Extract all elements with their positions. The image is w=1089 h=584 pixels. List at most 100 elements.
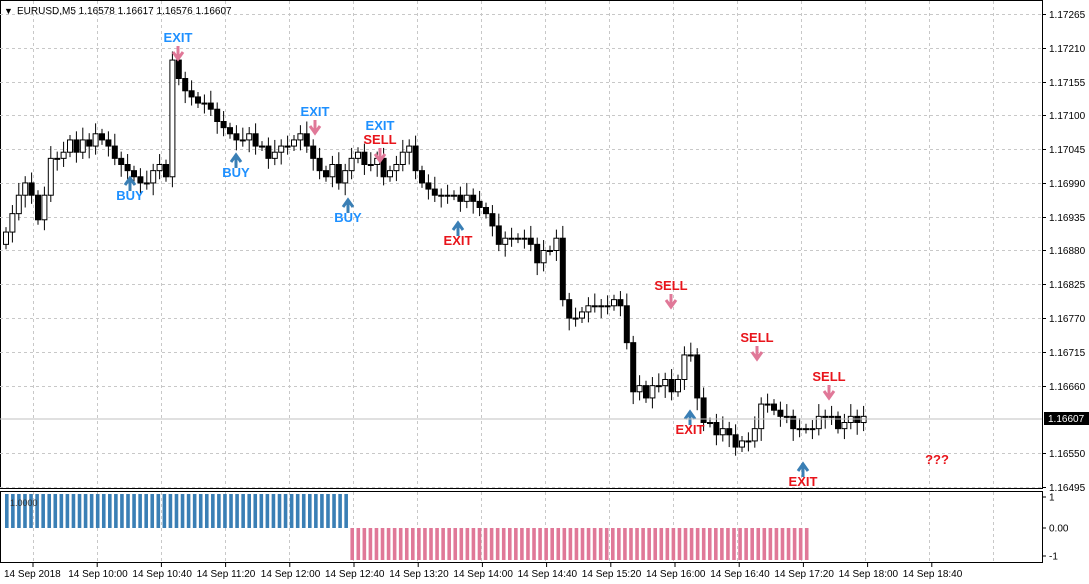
- price-tick-label: 1.16990: [1049, 179, 1086, 190]
- indicator-bar: [253, 494, 258, 528]
- indicator-bar: [471, 528, 476, 560]
- indicator-bar: [71, 494, 76, 528]
- indicator-bar: [11, 494, 15, 528]
- candle-bull: [239, 139, 246, 142]
- candle-bear: [489, 213, 496, 227]
- price-tick-label: 1.16935: [1049, 213, 1086, 224]
- candle-bull: [764, 403, 771, 406]
- indicator-bar: [617, 528, 621, 560]
- indicator-bar: [229, 494, 233, 528]
- candle-bear: [700, 397, 707, 423]
- indicator-bar: [332, 494, 336, 528]
- candle-bull: [796, 428, 803, 431]
- indicator-bar: [744, 528, 748, 560]
- signal-sell: SELL: [363, 132, 397, 164]
- indicator-bar: [180, 494, 185, 528]
- indicator-bar: [714, 528, 718, 560]
- candle-bull: [585, 305, 592, 313]
- candle-bull: [803, 428, 809, 431]
- price-tick-label: 1.17265: [1049, 10, 1086, 21]
- candle-bear: [28, 182, 35, 196]
- indicator-bar: [665, 528, 670, 560]
- candle-bull: [393, 164, 400, 172]
- indicator-bar: [647, 528, 651, 560]
- signal-label: EXIT: [366, 118, 395, 133]
- indicator-bar: [659, 528, 664, 560]
- indicator-bar: [501, 528, 506, 560]
- indicator-bar: [308, 494, 312, 528]
- indicator-bar: [689, 528, 694, 560]
- indicator-bar: [768, 528, 773, 560]
- price-tick-label: 1.16825: [1049, 280, 1086, 291]
- candle-bear: [643, 385, 649, 399]
- indicator-bar: [477, 528, 482, 560]
- candle-bear: [163, 164, 169, 178]
- candle-bear: [188, 90, 195, 98]
- indicator-bar: [198, 494, 203, 528]
- candle-bear: [559, 237, 566, 301]
- candle-bear: [252, 133, 259, 147]
- candle-bear: [726, 428, 733, 436]
- candle-bear: [233, 133, 240, 141]
- indicator-bar: [59, 494, 64, 528]
- candle-bear: [118, 157, 125, 166]
- candle-bull: [572, 317, 579, 320]
- price-tick-label: 1.17100: [1049, 111, 1086, 122]
- indicator-bar: [738, 528, 742, 560]
- signal-sell: SELL: [740, 330, 774, 362]
- indicator-bar: [701, 528, 706, 560]
- candle-bull: [9, 213, 16, 233]
- candle-bear: [476, 200, 483, 209]
- indicator-bar: [120, 494, 124, 528]
- candle-bull: [79, 139, 86, 153]
- chart-menu-icon[interactable]: ▼: [4, 6, 13, 16]
- candle-bull: [278, 145, 285, 153]
- signal-label: SELL: [812, 369, 845, 384]
- indicator-bar: [156, 494, 161, 528]
- indicator-bar: [77, 494, 82, 528]
- price-tick-label: 1.16770: [1049, 314, 1086, 325]
- indicator-bar: [338, 494, 342, 528]
- signal-label: SELL: [363, 132, 396, 147]
- indicator-bar: [495, 528, 500, 560]
- signal-label: EXIT: [164, 30, 193, 45]
- signal-label: EXIT: [444, 233, 473, 248]
- signal-label: SELL: [740, 330, 773, 345]
- indicator-bar: [756, 528, 761, 560]
- candle-bear: [431, 188, 438, 196]
- indicator-bar: [5, 494, 9, 528]
- candle-bull: [156, 164, 163, 172]
- indicator-bar: [101, 494, 106, 528]
- time-tick-label: 14 Sep 12:40: [325, 569, 385, 580]
- indicator-bar: [144, 494, 148, 528]
- candle-bear: [361, 151, 368, 165]
- candle-bull: [92, 133, 99, 147]
- indicator-bar: [350, 528, 355, 560]
- candle-bull: [707, 422, 713, 424]
- current-price-label: 1.16607: [1048, 414, 1085, 425]
- indicator-bar: [641, 528, 645, 560]
- indicator-bar: [441, 528, 445, 560]
- candle-bull: [815, 415, 822, 430]
- indicator-tick-label: 1: [1049, 493, 1055, 504]
- indicator-bar: [217, 494, 221, 528]
- price-tick-label: 1.16660: [1049, 382, 1086, 393]
- candle-bull: [3, 231, 9, 245]
- arrow-down-icon: [750, 346, 764, 362]
- candle-bear: [195, 96, 201, 104]
- time-tick-label: 14 Sep 10:00: [68, 569, 128, 580]
- candle-bull: [604, 305, 611, 308]
- candle-bull: [649, 385, 656, 399]
- candle-bull: [406, 145, 413, 153]
- indicator-bar: [235, 494, 239, 528]
- signal-buy: BUY: [222, 152, 250, 180]
- indicator-bar: [314, 494, 318, 528]
- indicator-bar: [368, 528, 373, 560]
- candle-bear: [495, 225, 502, 245]
- indicator-bar: [435, 528, 439, 560]
- signal-buy: BUY: [334, 197, 362, 225]
- arrow-up-icon: [229, 152, 243, 168]
- indicator-bar: [108, 494, 112, 528]
- candle-bear: [86, 139, 93, 147]
- price-tick-label: 1.17210: [1049, 44, 1086, 55]
